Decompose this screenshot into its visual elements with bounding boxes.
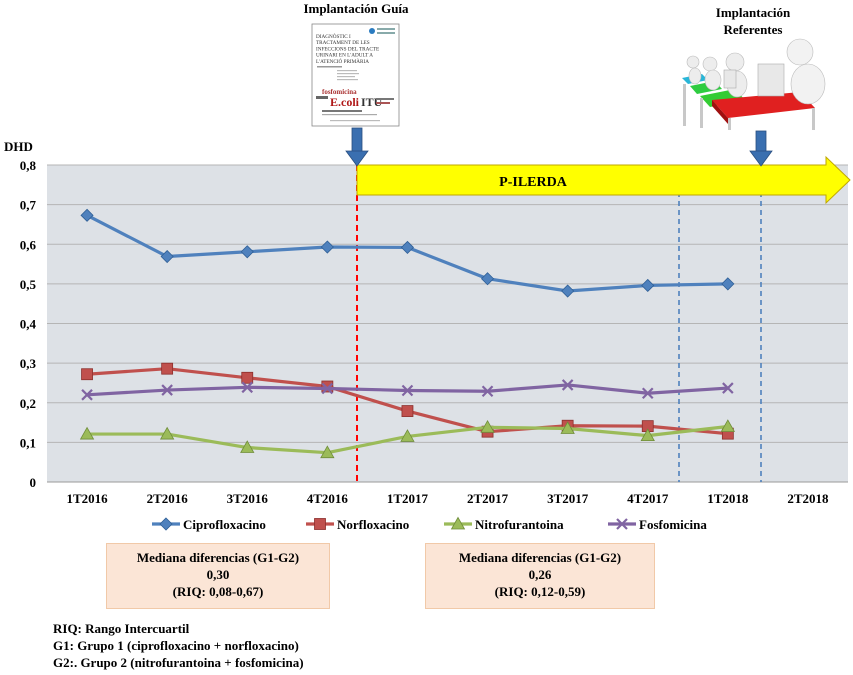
- ciprofloxacino-point: [480, 272, 495, 286]
- fosfomicina-point: [641, 387, 654, 400]
- nitrofurantoina-point: [240, 440, 255, 453]
- legend-item-norfloxacino: Norfloxacino: [306, 517, 409, 532]
- y-tick-label: 0,8: [20, 158, 37, 173]
- ciprofloxacino-point: [160, 249, 174, 264]
- series-fosfomicina: [81, 379, 734, 401]
- ciprofloxacino-point: [641, 278, 655, 293]
- x-tick-label: 1T2016: [66, 491, 108, 506]
- nitrofurantoina-point: [320, 445, 335, 459]
- ciprofloxacino-point: [561, 284, 575, 298]
- footnote-riq: RIQ: Rango Intercuartil: [53, 621, 190, 636]
- fosfomicina-point: [722, 382, 734, 394]
- nitrofurantoina-point: [480, 420, 495, 433]
- legend-label-norfloxacino: Norfloxacino: [337, 517, 409, 532]
- ciprofloxacino-point: [240, 245, 254, 259]
- median-box-right-riq: (RIQ: 0,12-0,59): [494, 584, 586, 599]
- x-tick-label: 1T2018: [707, 491, 749, 506]
- gridlines: [47, 164, 848, 483]
- median-box-left-riq: (RIQ: 0,08-0,67): [172, 584, 264, 599]
- y-tick-label: 0,1: [20, 435, 36, 450]
- fosfomicina-point: [81, 389, 93, 401]
- fosfomicina-point: [481, 385, 494, 398]
- x-tick-label: 3T2017: [547, 491, 589, 506]
- x-tick-label: 3T2016: [227, 491, 269, 506]
- legend-marker-nitrofurantoina: [450, 516, 466, 530]
- y-tick-label: 0: [30, 475, 37, 490]
- referentes-people-image: [682, 38, 826, 130]
- fosfomicina-point: [401, 384, 414, 397]
- referentes-title-line2: Referentes: [724, 22, 783, 37]
- ciprofloxacino-point: [400, 240, 415, 254]
- fosfomicina-point: [161, 384, 173, 396]
- footnote-g1: G1: Grupo 1 (ciprofloxacino + norfloxaci…: [53, 638, 299, 653]
- x-tick-labels: 1T2016 2T2016 3T2016 4T2016 1T2017 2T2017 3T20…: [66, 491, 829, 506]
- x-tick-label: 4T2017: [627, 491, 669, 506]
- legend-label-ciprofloxacino: Ciprofloxacino: [183, 517, 266, 532]
- legend-marker-norfloxacino: [314, 518, 326, 530]
- median-box-left-value: 0,30: [206, 567, 230, 582]
- footnote-g2: G2:. Grupo 2 (nitrofurantoina + fosfomic…: [53, 655, 304, 670]
- p-ilerda-arrow: [356, 155, 851, 205]
- series-nitrofurantoina: [79, 419, 736, 459]
- x-tick-label: 4T2016: [307, 491, 349, 506]
- median-box-right-title: Mediana diferencias (G1-G2): [458, 550, 622, 565]
- legend-item-nitrofurantoina: Nitrofurantoina: [444, 516, 564, 532]
- cover-title-text: DIAGNÒSTIC I TRACTAMENT DE LES INFECCIONS …: [316, 32, 379, 65]
- legend: Ciprofloxacino Norfloxacino Nitrofurantoin…: [152, 516, 707, 532]
- nitrofurantoina-point: [720, 419, 736, 432]
- x-tick-label: 1T2017: [387, 491, 429, 506]
- nitrofurantoina-point: [400, 429, 415, 442]
- cover-word-fosfomicina: fosfomicina: [322, 88, 357, 96]
- legend-label-nitrofurantoina: Nitrofurantoina: [475, 517, 564, 532]
- y-tick-label: 0,4: [20, 317, 37, 332]
- legend-marker-ciprofloxacino: [159, 517, 173, 531]
- median-box-right-value: 0,26: [528, 567, 552, 582]
- guide-annotation-title: Implantación Guía: [303, 1, 409, 16]
- nitrofurantoina-point: [640, 428, 655, 442]
- norfloxacino-point: [401, 405, 414, 417]
- norfloxacino-point: [321, 380, 334, 393]
- median-box-left-title: Mediana diferencias (G1-G2): [136, 550, 300, 565]
- series-group: [79, 208, 736, 459]
- median-box-right: Mediana diferencias (G1-G2) 0,26 (RIQ: 0…: [425, 543, 655, 609]
- y-tick-label: 0,5: [20, 277, 37, 292]
- y-tick-label: 0,7: [20, 198, 37, 213]
- p-ilerda-label: P-ILERDA: [499, 175, 568, 190]
- legend-marker-fosfomicina: [616, 518, 628, 530]
- x-tick-label: 2T2016: [147, 491, 189, 506]
- median-box-left: Mediana diferencias (G1-G2) 0,30 (RIQ: 0…: [106, 543, 330, 609]
- y-tick-label: 0,6: [20, 237, 37, 252]
- legend-item-fosfomicina: Fosfomicina: [608, 517, 707, 532]
- ciprofloxacino-point: [80, 208, 94, 222]
- ciprofloxacino-point: [320, 240, 334, 254]
- referentes-title-line1: Implantación: [716, 5, 791, 20]
- ciprofloxacino-point: [721, 277, 735, 291]
- legend-label-fosfomicina: Fosfomicina: [639, 517, 707, 532]
- footnotes: RIQ: Rango Intercuartil G1: Grupo 1 (cip…: [53, 620, 304, 671]
- guide-down-arrow: [345, 127, 369, 167]
- series-ciprofloxacino: [80, 208, 735, 298]
- legend-item-ciprofloxacino: Ciprofloxacino: [152, 517, 266, 532]
- y-tick-label: 0,3: [20, 356, 37, 371]
- cover-word-ecoli: E.coli: [330, 95, 360, 109]
- norfloxacino-point: [161, 362, 174, 375]
- x-tick-label: 2T2018: [787, 491, 829, 506]
- nitrofurantoina-point: [79, 426, 95, 440]
- y-tick-label: 0,2: [20, 396, 36, 411]
- x-tick-label: 2T2017: [467, 491, 509, 506]
- guide-cover-image: DIAGNÒSTIC I TRACTAMENT DE LES INFECCIONS …: [311, 23, 400, 127]
- fosfomicina-point: [321, 382, 334, 395]
- y-axis-label: DHD: [4, 139, 33, 154]
- referentes-down-arrow: [749, 130, 773, 167]
- norfloxacino-point: [241, 371, 254, 384]
- nitrofurantoina-point: [560, 421, 575, 434]
- fosfomicina-point: [241, 381, 254, 394]
- fosfomicina-point: [561, 379, 574, 391]
- norfloxacino-point: [81, 368, 93, 381]
- nitrofurantoina-point: [159, 426, 175, 440]
- y-tick-labels: 0 0,1 0,2 0,3 0,4 0,5 0,6 0,7 0,8: [20, 158, 37, 490]
